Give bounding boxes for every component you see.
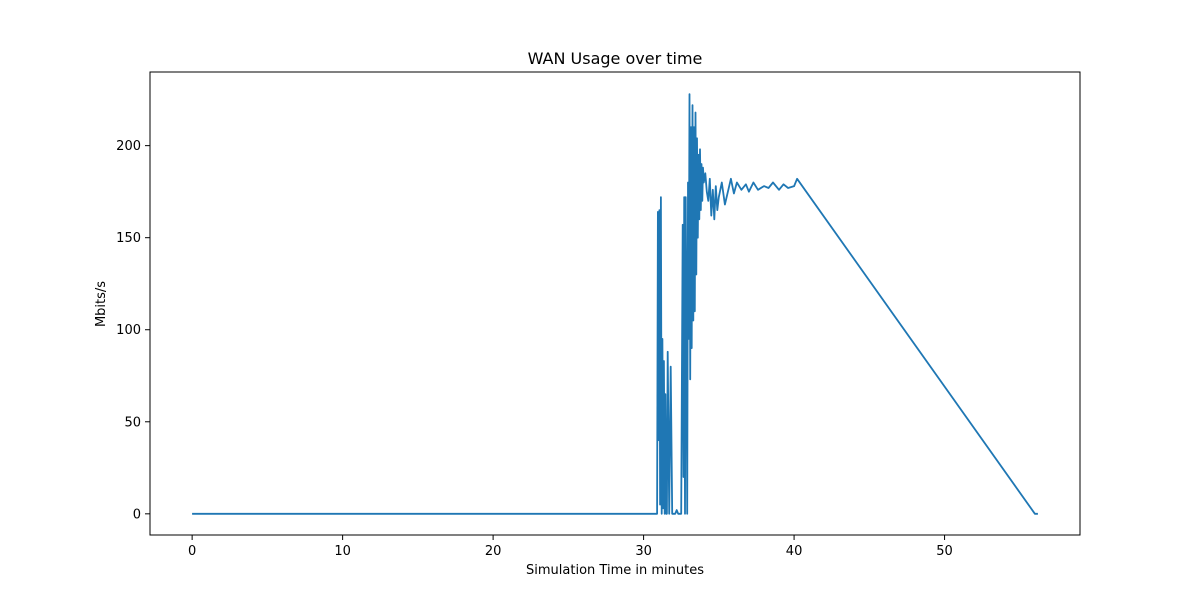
x-tick-label: 10 (334, 544, 351, 559)
y-axis-label: Mbits/s (94, 281, 109, 327)
x-tick-label: 40 (786, 544, 803, 559)
y-axis: 0 50 100 150 200 (116, 139, 150, 522)
y-tick-label: 0 (133, 507, 141, 522)
x-tick-label: 0 (188, 544, 196, 559)
plot-area (192, 93, 1038, 515)
series-line (192, 93, 1038, 515)
y-tick-label: 200 (116, 139, 141, 154)
chart-title: WAN Usage over time (528, 49, 703, 68)
x-axis: 0 10 20 30 40 50 (188, 535, 953, 559)
y-tick-label: 150 (116, 231, 141, 246)
plot-frame (149, 71, 1081, 536)
y-tick-label: 100 (116, 323, 141, 338)
x-tick-label: 20 (485, 544, 502, 559)
x-axis-label: Simulation Time in minutes (526, 563, 704, 578)
x-tick-label: 50 (936, 544, 953, 559)
y-tick-label: 50 (124, 415, 141, 430)
x-tick-label: 30 (635, 544, 652, 559)
